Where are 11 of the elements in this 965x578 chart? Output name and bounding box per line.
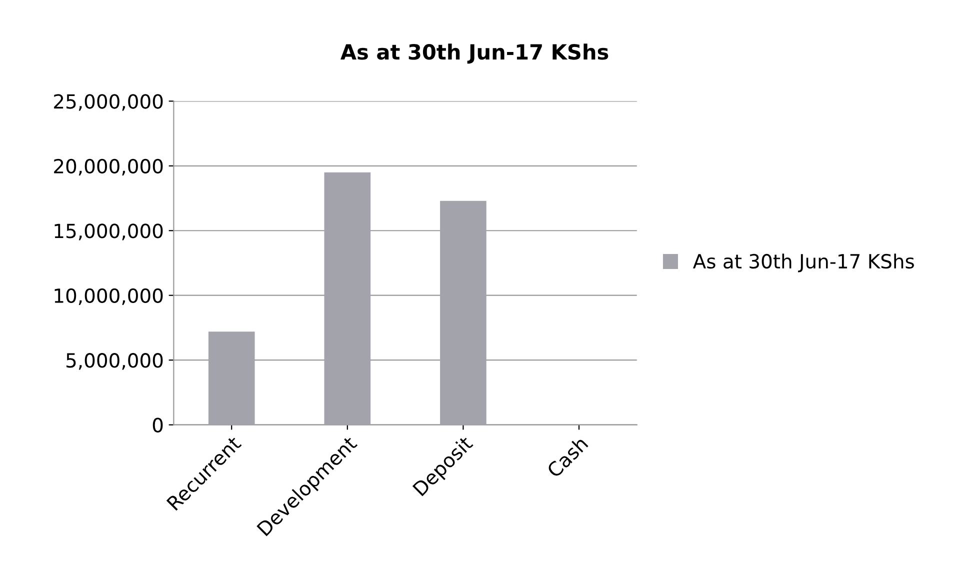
bar (324, 172, 371, 425)
bar (208, 332, 255, 425)
y-tick-label: 10,000,000 (54, 288, 163, 306)
y-tick-label: 15,000,000 (54, 224, 163, 240)
y-tick-label: 0 (152, 418, 163, 432)
y-tick-label: 25,000,000 (54, 94, 163, 111)
y-tick-label: 5,000,000 (66, 353, 163, 370)
y-tick-label: 20,000,000 (54, 158, 163, 176)
chart-title: As at 30th Jun-17 KShs (340, 44, 608, 64)
legend-label: As at 30th Jun-17 KShs (692, 254, 914, 272)
bar (440, 200, 486, 425)
